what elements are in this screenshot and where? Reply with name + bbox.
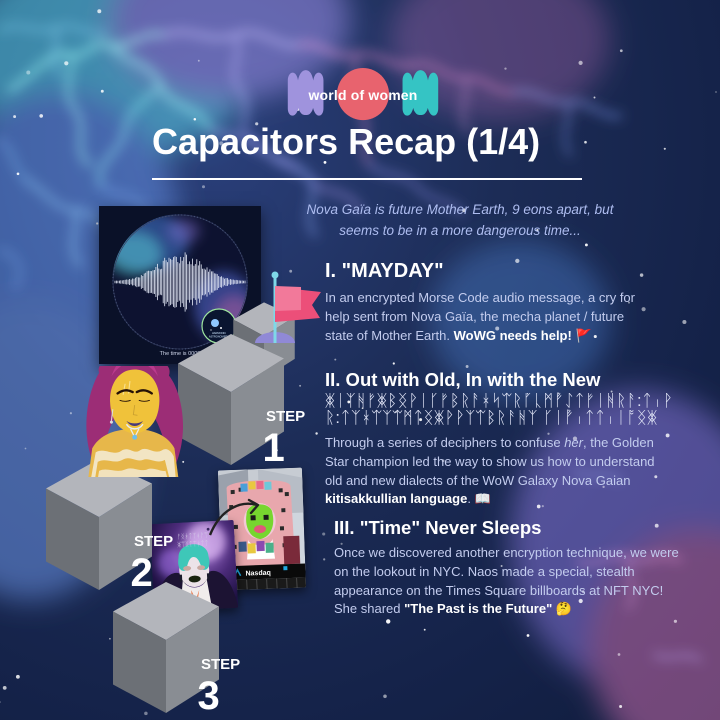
svg-text:STEP: STEP xyxy=(134,533,173,550)
svg-text:3: 3 xyxy=(198,674,220,718)
svg-text:STEP: STEP xyxy=(201,656,240,673)
svg-text:1: 1 xyxy=(263,426,285,470)
svg-text:2: 2 xyxy=(131,551,153,595)
svg-text:STEP: STEP xyxy=(266,408,305,425)
